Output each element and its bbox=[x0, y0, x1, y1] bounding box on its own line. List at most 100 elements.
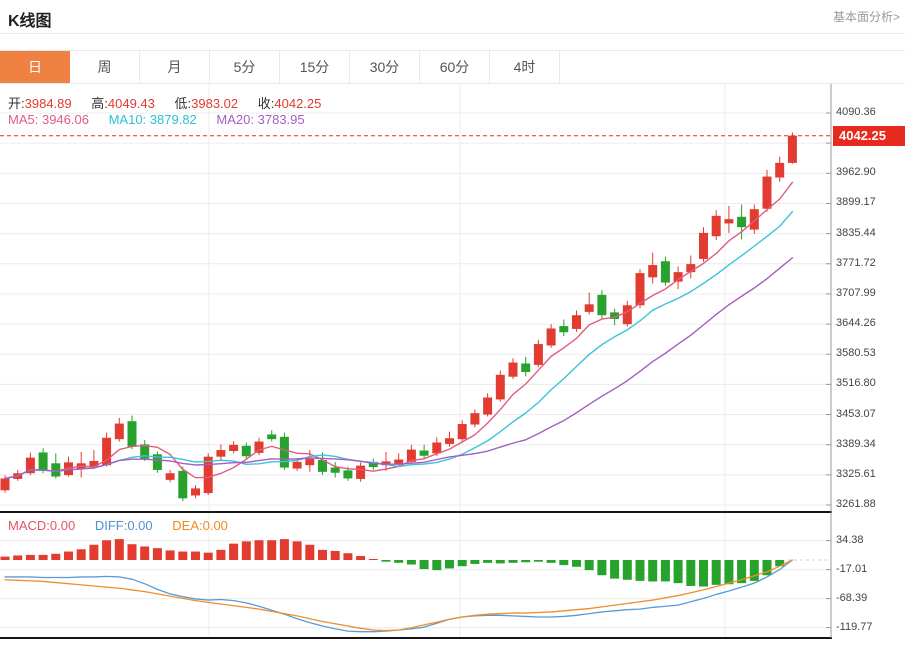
candle-body bbox=[572, 315, 581, 329]
macd-bar bbox=[191, 551, 200, 560]
tab-60min[interactable]: 60分 bbox=[420, 51, 490, 83]
macd-bar bbox=[356, 556, 366, 560]
candle-body bbox=[597, 294, 607, 316]
macd-bar bbox=[432, 560, 442, 571]
diff-value-legend: DIFF:0.00 bbox=[94, 518, 153, 533]
candle-body bbox=[457, 424, 467, 440]
candle-body bbox=[305, 459, 315, 466]
candle-body bbox=[229, 444, 239, 452]
macd-bar bbox=[0, 556, 10, 560]
axis-label: -119.77 bbox=[836, 620, 873, 633]
candle-body bbox=[787, 135, 797, 163]
candle-body bbox=[610, 312, 620, 319]
macd-bar bbox=[305, 544, 315, 560]
candle-body bbox=[508, 362, 518, 377]
macd-bar bbox=[292, 541, 302, 560]
macd-bar bbox=[699, 560, 708, 587]
candle-body bbox=[279, 436, 289, 468]
macd-bar bbox=[216, 549, 226, 560]
ma20-legend: MA20: 3783.95 bbox=[216, 112, 305, 127]
candle-body bbox=[114, 423, 124, 440]
candle-body bbox=[762, 176, 772, 209]
candle-body bbox=[241, 445, 251, 457]
fundamental-analysis-link[interactable]: 基本面分析> bbox=[832, 10, 900, 24]
tab-week[interactable]: 周 bbox=[70, 51, 140, 83]
candle-body bbox=[737, 216, 747, 228]
candle-body bbox=[203, 456, 213, 494]
candle-body bbox=[546, 328, 556, 346]
candle-body bbox=[25, 457, 35, 474]
tab-15min[interactable]: 15分 bbox=[280, 51, 350, 83]
axis-label: 3389.34 bbox=[836, 437, 876, 450]
macd-bar bbox=[127, 544, 137, 560]
macd-bar bbox=[686, 560, 696, 586]
tab-month[interactable]: 月 bbox=[140, 51, 210, 83]
dea-line bbox=[4, 559, 794, 632]
axis-label: 3771.72 bbox=[836, 256, 876, 269]
candle-body bbox=[152, 454, 162, 470]
axis-label: 3325.61 bbox=[836, 467, 876, 480]
candle-body bbox=[724, 219, 734, 224]
macd-legend: MACD:0.00 DIFF:0.00 DEA:0.00 bbox=[8, 518, 244, 533]
close-label: 收: bbox=[257, 96, 275, 111]
axis-label: 4090.36 bbox=[836, 106, 876, 118]
macd-bar bbox=[419, 560, 429, 570]
candle-body bbox=[660, 261, 670, 283]
macd-bar bbox=[279, 539, 289, 560]
axis-label: 34.38 bbox=[836, 533, 864, 546]
candle-body bbox=[419, 450, 429, 456]
candle-body bbox=[0, 478, 10, 491]
candle-body bbox=[673, 272, 683, 282]
macd-bar bbox=[178, 551, 188, 560]
low-value: 3983.02 bbox=[191, 96, 239, 111]
ma10-legend: MA10: 3879.82 bbox=[108, 112, 197, 127]
macd-bar bbox=[762, 560, 772, 576]
tab-30min[interactable]: 30分 bbox=[350, 51, 420, 83]
ma-legend: MA5: 3946.06 MA10: 3879.82 MA20: 3783.95 bbox=[8, 112, 321, 127]
macd-bar bbox=[635, 560, 645, 581]
axis-label: 3453.07 bbox=[836, 407, 876, 420]
macd-bar bbox=[318, 549, 327, 560]
macd-bar bbox=[51, 553, 61, 560]
macd-bar bbox=[114, 539, 124, 560]
macd-bar bbox=[229, 543, 239, 560]
candle-body bbox=[216, 450, 226, 457]
candle-body bbox=[292, 461, 302, 469]
macd-bar bbox=[508, 560, 518, 563]
macd-bar bbox=[267, 540, 277, 560]
current-price-badge: 4042.25 bbox=[833, 126, 905, 146]
macd-bar bbox=[152, 548, 162, 560]
candle-body bbox=[432, 442, 442, 454]
macd-bar bbox=[25, 554, 35, 560]
axis-label: 3962.90 bbox=[836, 166, 876, 179]
axis-label: 3899.17 bbox=[836, 196, 876, 209]
candle-body bbox=[445, 438, 454, 444]
candle-body bbox=[178, 470, 188, 499]
high-label: 高: bbox=[91, 96, 108, 111]
candle-body bbox=[711, 215, 721, 237]
tab-5min[interactable]: 5分 bbox=[210, 51, 280, 83]
candle-body bbox=[51, 463, 61, 477]
candle-body bbox=[381, 461, 391, 466]
macd-bar bbox=[470, 560, 480, 564]
macd-bar bbox=[203, 552, 213, 560]
candle-body bbox=[330, 467, 340, 473]
macd-bar bbox=[775, 560, 785, 567]
tab-day[interactable]: 日 bbox=[0, 51, 70, 83]
macd-bar bbox=[445, 560, 454, 569]
axis-label: 3580.53 bbox=[836, 347, 876, 360]
ma20-line bbox=[4, 257, 794, 480]
high-value: 4049.43 bbox=[107, 96, 155, 111]
tab-4hour[interactable]: 4时 bbox=[490, 51, 560, 83]
dea-value-legend: DEA:0.00 bbox=[172, 518, 228, 533]
open-value: 3984.89 bbox=[24, 96, 72, 111]
candle-body bbox=[622, 305, 632, 325]
macd-bar bbox=[597, 560, 607, 576]
macd-bar bbox=[584, 560, 594, 571]
candle-body bbox=[483, 397, 493, 415]
candle-body bbox=[699, 232, 708, 259]
candle-body bbox=[267, 434, 277, 440]
candle-body bbox=[533, 344, 543, 365]
